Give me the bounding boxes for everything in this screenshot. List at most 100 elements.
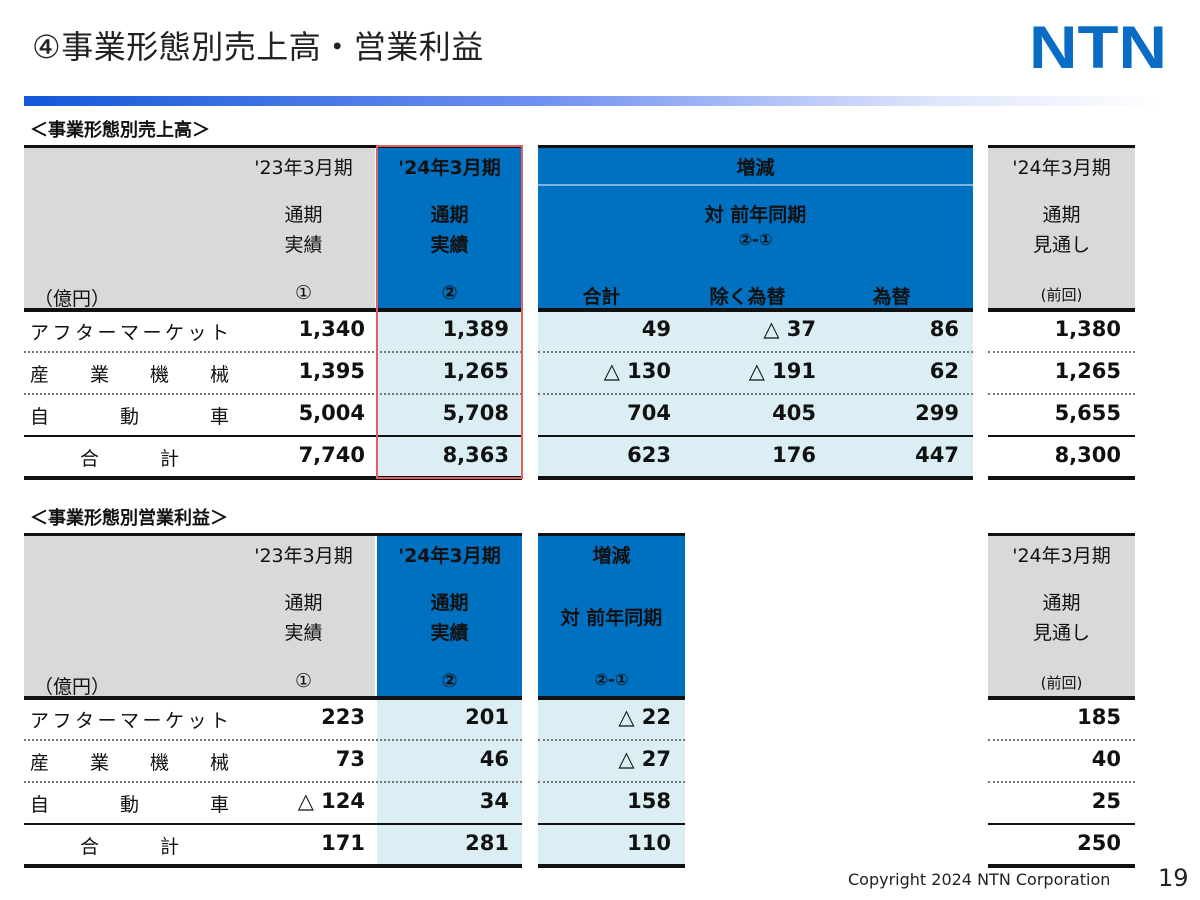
header-diff-line2: ②-① <box>738 230 773 249</box>
header-curr-period: '24年3月期 <box>398 545 501 567</box>
row-divider <box>538 435 973 437</box>
header-curr-mark: ② <box>441 670 458 692</box>
header-forecast-period: '24年3月期 <box>1012 157 1111 179</box>
row-forecast-value: 40 <box>1091 747 1121 771</box>
title-underline-bar <box>24 96 1164 106</box>
header-prev-line2: 実績 <box>284 622 323 644</box>
header-forecast-line1: 通期 <box>1042 204 1081 226</box>
row-forecast-value: 1,265 <box>1054 359 1121 383</box>
row-diff-value: 62 <box>929 359 959 383</box>
row-diff-value: 704 <box>627 401 671 425</box>
row-prev-value: 73 <box>335 747 365 771</box>
row-prev-value: 1,340 <box>298 317 365 341</box>
header-bottom-line <box>24 696 522 700</box>
row-divider <box>988 739 1135 741</box>
row-label: アフターマーケット <box>30 710 230 732</box>
page-title: ④事業形態別売上高・営業利益 <box>32 28 484 66</box>
header-curr-line2: 実績 <box>430 622 469 644</box>
table-bottom-line <box>538 864 685 868</box>
header-diff-separator <box>538 184 973 186</box>
row-diff-value: △ 37 <box>763 317 816 341</box>
row-diff-value: 405 <box>772 401 816 425</box>
row-divider <box>538 823 685 825</box>
header-forecast-line1: 通期 <box>1042 592 1081 614</box>
row-divider <box>988 781 1135 783</box>
header-bg-forecast <box>988 533 1135 698</box>
row-diff-value: △ 27 <box>618 747 671 771</box>
header-bg-forecast <box>988 145 1135 310</box>
ntn-logo: NTN <box>1029 22 1167 74</box>
row-diff-value: 86 <box>929 317 959 341</box>
table-top-line <box>538 145 973 148</box>
row-divider <box>538 393 973 395</box>
row-prev-value: 171 <box>321 831 365 855</box>
header-prev-period: '23年3月期 <box>254 545 353 567</box>
header-bg-diff <box>538 145 973 310</box>
row-diff-value: 49 <box>641 317 671 341</box>
header-bottom-line <box>988 308 1135 312</box>
row-divider <box>24 393 522 395</box>
row-forecast-value: 1,380 <box>1054 317 1121 341</box>
row-divider <box>24 435 522 437</box>
header-diff-title: 増減 <box>592 545 631 567</box>
header-curr-period: '24年3月期 <box>398 157 501 179</box>
header-forecast-mark: (前回) <box>1040 286 1083 304</box>
header-curr-mark: ② <box>441 282 458 304</box>
row-label: 合計 <box>80 448 180 470</box>
unit-label: （億円） <box>34 288 111 310</box>
table-top-line <box>24 145 522 148</box>
row-divider <box>24 739 522 741</box>
row-forecast-value: 185 <box>1077 705 1121 729</box>
row-divider <box>988 823 1135 825</box>
row-curr-value: 46 <box>479 747 509 771</box>
row-divider <box>538 351 973 353</box>
header-prev-period: '23年3月期 <box>254 157 353 179</box>
row-diff-value: 110 <box>627 831 671 855</box>
header-prev-line1: 通期 <box>284 204 323 226</box>
header-diff-sub: 合計 <box>582 286 621 308</box>
header-diff-line1: 対 前年同期 <box>560 607 663 629</box>
page-number: 19 <box>1158 864 1189 892</box>
row-curr-value: 1,389 <box>442 317 509 341</box>
header-curr-line1: 通期 <box>430 204 469 226</box>
row-label: 自動車 <box>30 794 230 816</box>
row-forecast-value: 8,300 <box>1054 443 1121 467</box>
row-prev-value: 223 <box>321 705 365 729</box>
header-diff-sub: 除く為替 <box>709 286 786 308</box>
row-forecast-value: 25 <box>1091 789 1121 813</box>
row-divider <box>24 781 522 783</box>
header-bg-curr <box>377 533 522 698</box>
header-bottom-line <box>538 308 973 312</box>
row-prev-value: 7,740 <box>298 443 365 467</box>
copyright-text: Copyright 2024 NTN Corporation <box>848 870 1111 889</box>
table-bottom-line <box>988 476 1135 480</box>
unit-label: （億円） <box>34 676 111 698</box>
row-diff-value: 176 <box>772 443 816 467</box>
table-top-line <box>538 533 685 536</box>
header-bg-prev <box>24 533 375 698</box>
row-divider <box>538 781 685 783</box>
row-prev-value: △ 124 <box>297 789 365 813</box>
header-forecast-mark: (前回) <box>1040 674 1083 692</box>
row-forecast-value: 5,655 <box>1054 401 1121 425</box>
row-curr-value: 201 <box>465 705 509 729</box>
header-bottom-line <box>538 696 685 700</box>
table-bottom-line <box>538 476 973 480</box>
row-divider <box>24 823 522 825</box>
header-forecast-line2: 見通し <box>1032 622 1090 644</box>
header-prev-mark: ① <box>294 282 313 304</box>
row-curr-value: 5,708 <box>442 401 509 425</box>
row-diff-value: 299 <box>915 401 959 425</box>
row-diff-value: 447 <box>915 443 959 467</box>
header-diff-title: 増減 <box>736 157 775 179</box>
row-divider <box>988 351 1135 353</box>
highlight-border <box>376 145 523 479</box>
header-forecast-line2: 見通し <box>1032 234 1090 256</box>
table-top-line <box>988 145 1135 148</box>
row-curr-value: 34 <box>479 789 509 813</box>
profit-section-label: ＜事業形態別営業利益＞ <box>30 508 228 529</box>
row-divider <box>988 393 1135 395</box>
row-divider <box>24 351 522 353</box>
header-diff-line1: 対 前年同期 <box>704 204 807 226</box>
